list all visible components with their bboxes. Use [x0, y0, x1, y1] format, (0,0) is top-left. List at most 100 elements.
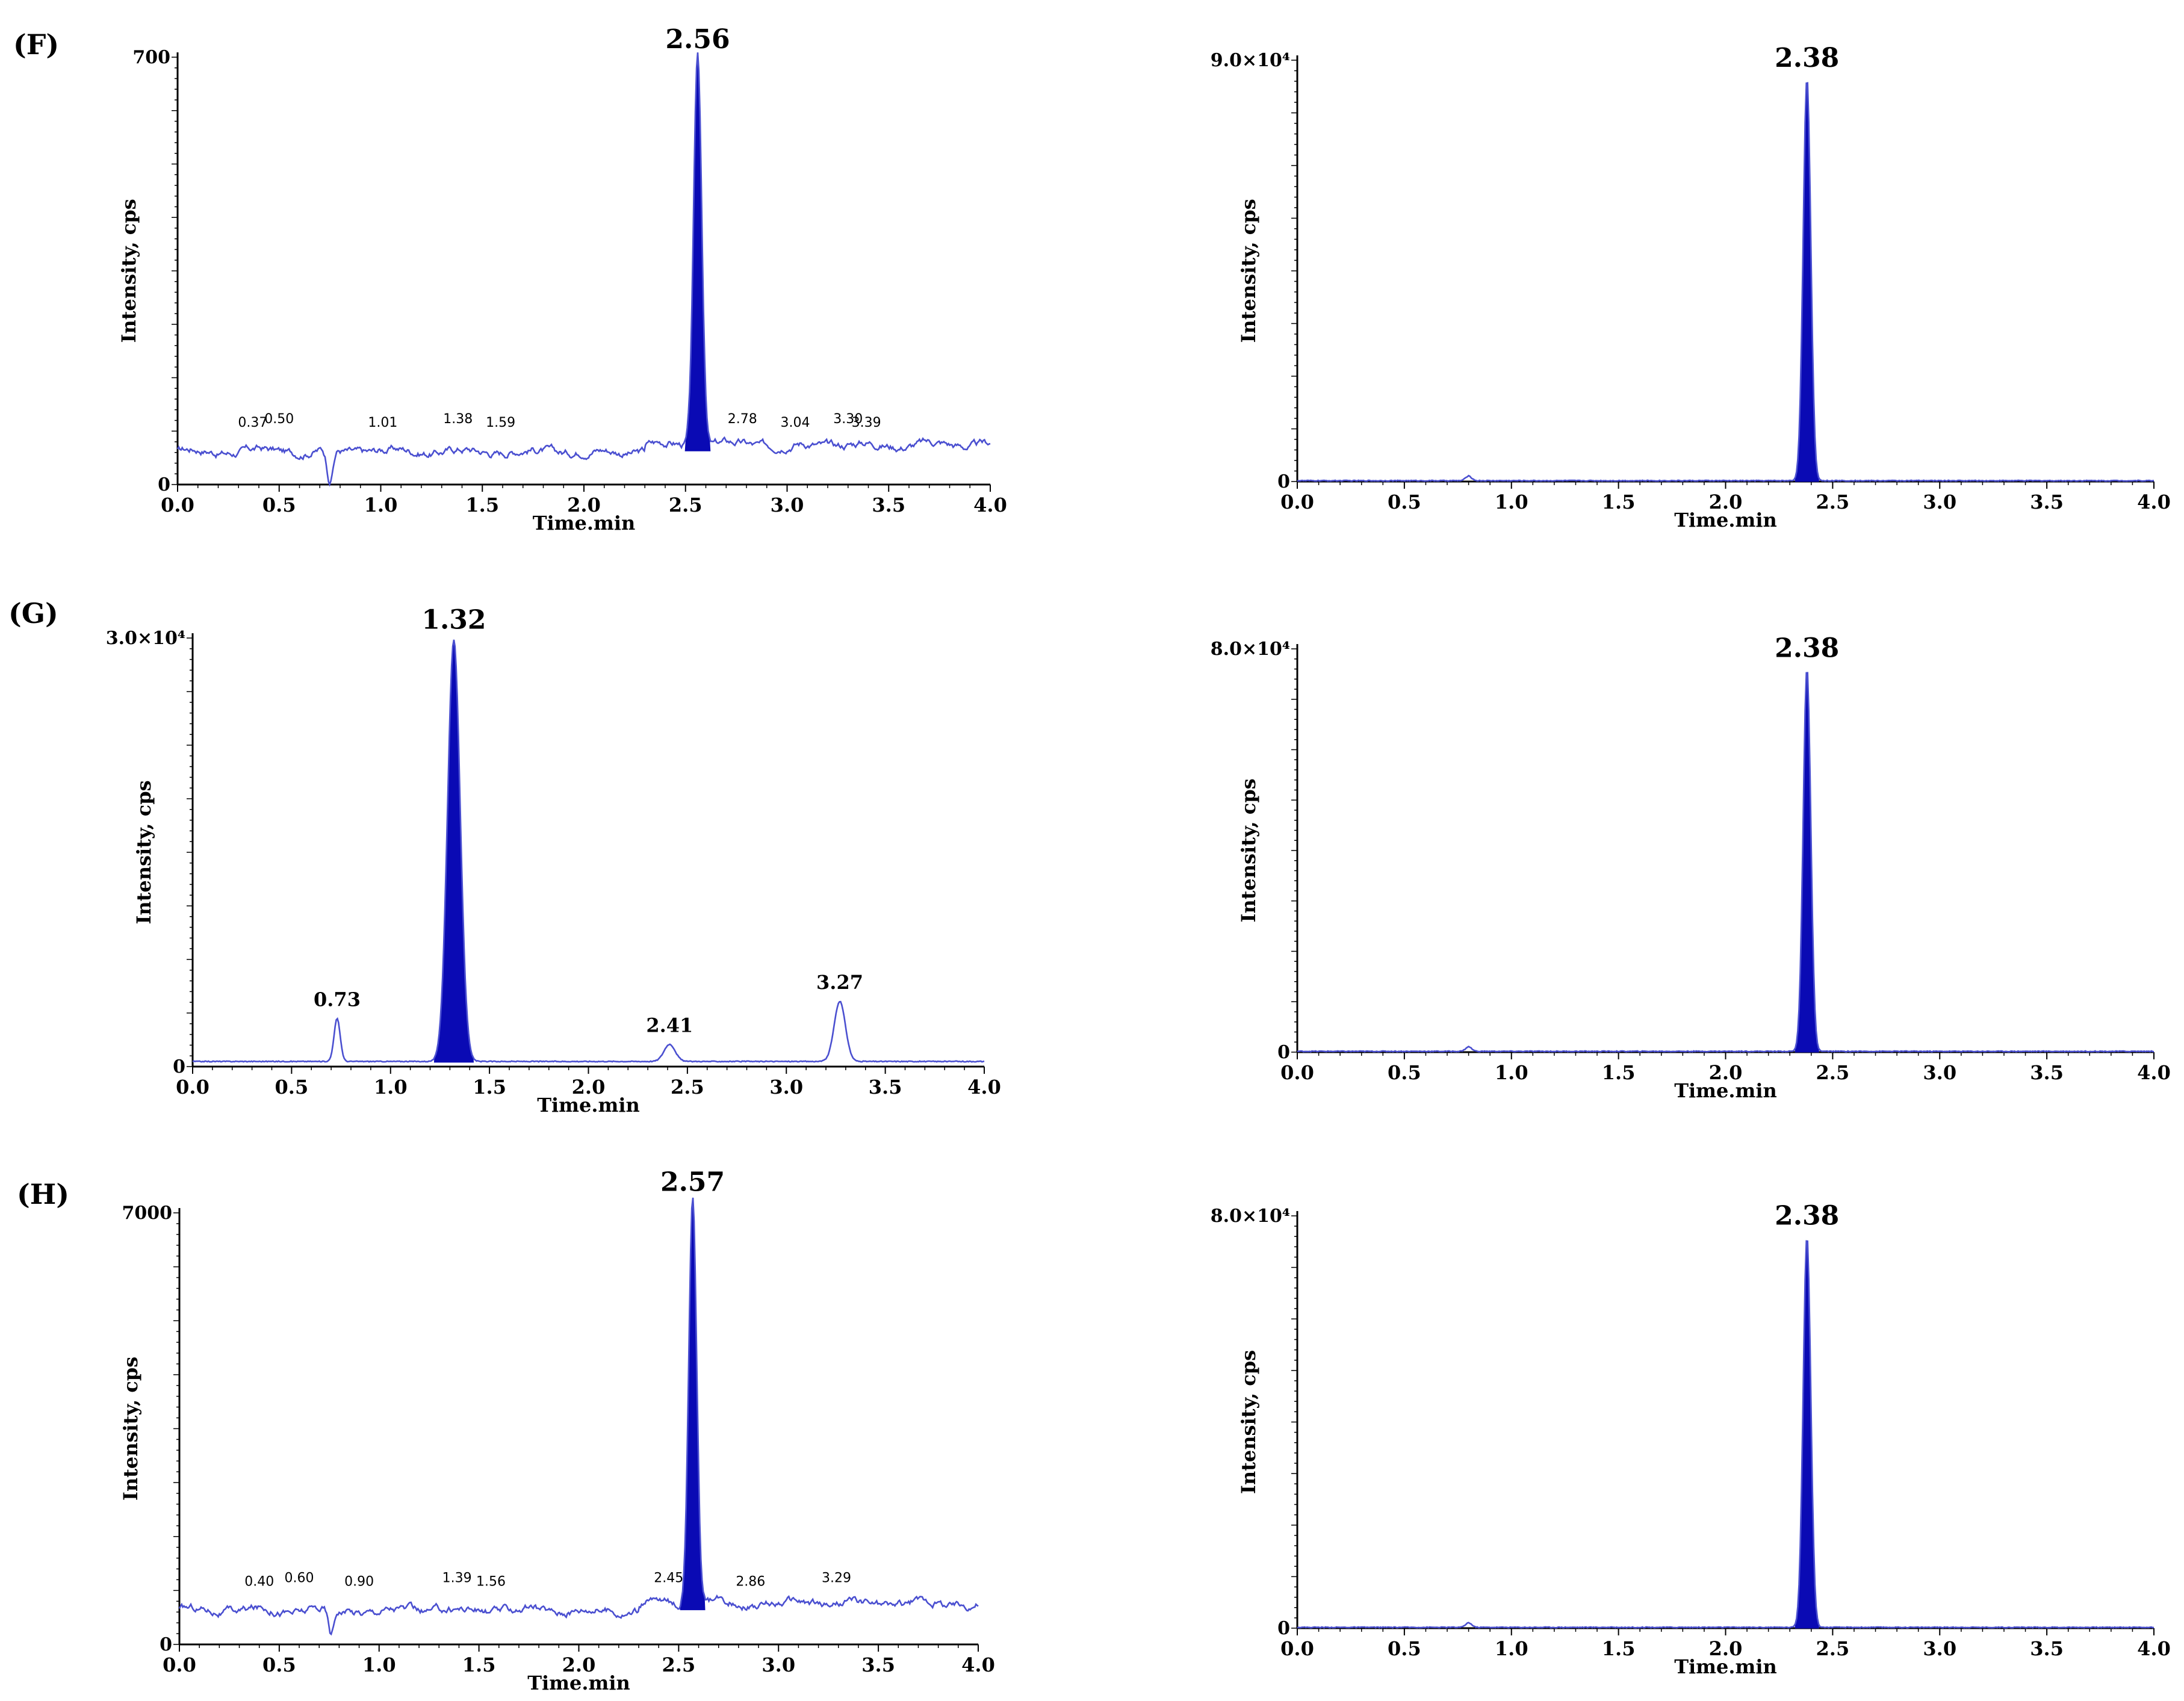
minor-peak-label: 1.56: [476, 1575, 506, 1590]
y-tick-label: 8.0×10⁴: [1211, 1206, 1290, 1227]
minor-peak-label: 1.38: [443, 412, 473, 427]
x-tick-label: 0.5: [1388, 1637, 1421, 1660]
x-tick-label: 1.5: [1602, 491, 1636, 513]
charts-group: 0.0 0.5 1.0 1.5 2.0 2.5 3.0 3.5 4.0 0 700 Time.min I…: [106, 24, 2171, 1694]
trace-line: [1297, 1240, 2155, 1629]
x-tick-label: 2.5: [669, 494, 703, 516]
x-tick-label: 0.0: [163, 1653, 196, 1676]
y-tick-label: 700: [132, 47, 170, 68]
y-tick-label: 0: [160, 1634, 172, 1655]
x-tick-label: 4.0: [2137, 491, 2171, 513]
x-tick-label: 3.0: [762, 1653, 795, 1676]
panel-label-F: (F): [13, 28, 59, 61]
minor-peak-label: 0.90: [344, 1575, 374, 1590]
x-tick-label: 2.0: [1709, 1637, 1743, 1660]
x-tick-label: 0.0: [1280, 1061, 1314, 1084]
x-tick-label: 0.5: [275, 1076, 309, 1098]
y-axis-label: Intensity, cps: [119, 1357, 142, 1501]
y-tick-label: 0: [158, 474, 170, 495]
x-tick-label: 0.0: [161, 494, 194, 516]
x-tick-label: 3.0: [1923, 1061, 1956, 1084]
x-tick-label: 3.5: [2030, 491, 2064, 513]
peak-label: 2.38: [1775, 1200, 1839, 1231]
chromatogram-2-1: 0.0 0.5 1.0 1.5 2.0 2.5 3.0 3.5 4.0 0 8.0×10⁴ Time.…: [1211, 1200, 2171, 1678]
x-tick-label: 2.0: [1709, 1061, 1743, 1084]
peak-label: 2.38: [1775, 633, 1839, 664]
x-tick-label: 0.5: [1388, 1061, 1421, 1084]
peak-label: 2.56: [665, 24, 730, 55]
y-tick-label: 0: [1277, 1618, 1290, 1639]
y-axis-label: Intensity, cps: [1237, 1350, 1260, 1494]
x-tick-label: 2.5: [671, 1076, 704, 1098]
x-tick-label: 2.0: [1709, 491, 1743, 513]
minor-peak-label: 3.04: [781, 415, 810, 430]
trace-line: [1297, 82, 2155, 482]
x-tick-label: 4.0: [2137, 1637, 2171, 1660]
peak-label: 1.32: [421, 605, 486, 636]
x-tick-label: 3.5: [2030, 1637, 2064, 1660]
minor-peak-label: 1.01: [368, 415, 397, 430]
peak-label: 2.38: [1775, 43, 1839, 73]
trace-line: [176, 52, 991, 487]
minor-peak-label: 2.45: [654, 1571, 683, 1586]
x-tick-label: 1.5: [473, 1076, 506, 1098]
y-axis-label: Intensity, cps: [1237, 778, 1260, 922]
x-axis-label: Time.min: [537, 1094, 640, 1117]
x-tick-label: 3.5: [872, 494, 905, 516]
x-tick-label: 1.5: [1602, 1637, 1636, 1660]
x-tick-label: 4.0: [961, 1653, 995, 1676]
x-axis-label: Time.min: [527, 1672, 630, 1694]
x-axis-label: Time.min: [1674, 1079, 1777, 1102]
x-tick-label: 2.0: [567, 494, 601, 516]
trace-line: [192, 639, 985, 1063]
x-tick-label: 1.0: [1495, 1637, 1528, 1660]
x-tick-label: 2.5: [1816, 1061, 1850, 1084]
peak-label: 2.41: [646, 1014, 693, 1036]
x-tick-label: 0.0: [1280, 1637, 1314, 1660]
minor-peak-label: 1.39: [442, 1571, 472, 1586]
panel-label-G: (G): [8, 597, 58, 630]
minor-peak-label: 3.39: [852, 415, 881, 430]
x-tick-label: 2.0: [572, 1076, 606, 1098]
x-tick-label: 4.0: [973, 494, 1007, 516]
y-axis-label: Intensity, cps: [1237, 199, 1260, 342]
minor-peak-label: 1.59: [486, 415, 515, 430]
x-tick-label: 1.0: [362, 1653, 396, 1676]
x-tick-label: 2.5: [1816, 1637, 1850, 1660]
x-tick-label: 0.0: [176, 1076, 209, 1098]
y-axis-label: Intensity, cps: [132, 780, 155, 924]
trace-line: [178, 1197, 979, 1636]
minor-peak-label: 0.50: [264, 412, 294, 427]
x-tick-label: 1.5: [1602, 1061, 1636, 1084]
chromatogram-1-0: 0.0 0.5 1.0 1.5 2.0 2.5 3.0 3.5 4.0 0 3.0×10⁴ Time.…: [106, 605, 1001, 1117]
peak-label: 3.27: [816, 971, 863, 994]
x-tick-label: 2.5: [1816, 491, 1850, 513]
panel-label-H: (H): [17, 1178, 69, 1210]
x-axis-label: Time.min: [1674, 1655, 1777, 1678]
x-axis-label: Time.min: [1674, 509, 1777, 531]
filled-peak: [433, 639, 474, 1063]
y-tick-label: 0: [1277, 471, 1290, 492]
x-tick-label: 3.0: [1923, 1637, 1956, 1660]
chromatogram-1-1: 0.0 0.5 1.0 1.5 2.0 2.5 3.0 3.5 4.0 0 8.0×10⁴ Time.…: [1211, 633, 2171, 1103]
minor-peak-label: 3.30: [833, 412, 863, 427]
peak-label: 2.57: [660, 1167, 725, 1198]
chromatogram-2-0: 0.0 0.5 1.0 1.5 2.0 2.5 3.0 3.5 4.0 0 7000 Time.min…: [119, 1167, 995, 1694]
x-tick-label: 0.0: [1280, 491, 1314, 513]
minor-peak-label: 2.78: [728, 412, 757, 427]
x-tick-label: 3.0: [1923, 491, 1956, 513]
chromatogram-0-1: 0.0 0.5 1.0 1.5 2.0 2.5 3.0 3.5 4.0 0 9.0×10⁴ Time.…: [1211, 43, 2171, 531]
x-tick-label: 3.5: [2030, 1061, 2064, 1084]
peak-label: 0.73: [314, 988, 361, 1011]
chromatogram-0-0: 0.0 0.5 1.0 1.5 2.0 2.5 3.0 3.5 4.0 0 700 Time.min I…: [117, 24, 1007, 534]
minor-peak-label: 2.86: [736, 1575, 765, 1590]
x-tick-label: 1.5: [462, 1653, 496, 1676]
y-tick-label: 0: [173, 1056, 185, 1077]
x-tick-label: 3.5: [869, 1076, 902, 1098]
trace-line: [1297, 672, 2155, 1053]
x-axis-label: Time.min: [533, 512, 636, 534]
x-tick-label: 4.0: [967, 1076, 1001, 1098]
y-tick-label: 7000: [122, 1203, 173, 1224]
x-tick-label: 1.0: [1495, 1061, 1528, 1084]
